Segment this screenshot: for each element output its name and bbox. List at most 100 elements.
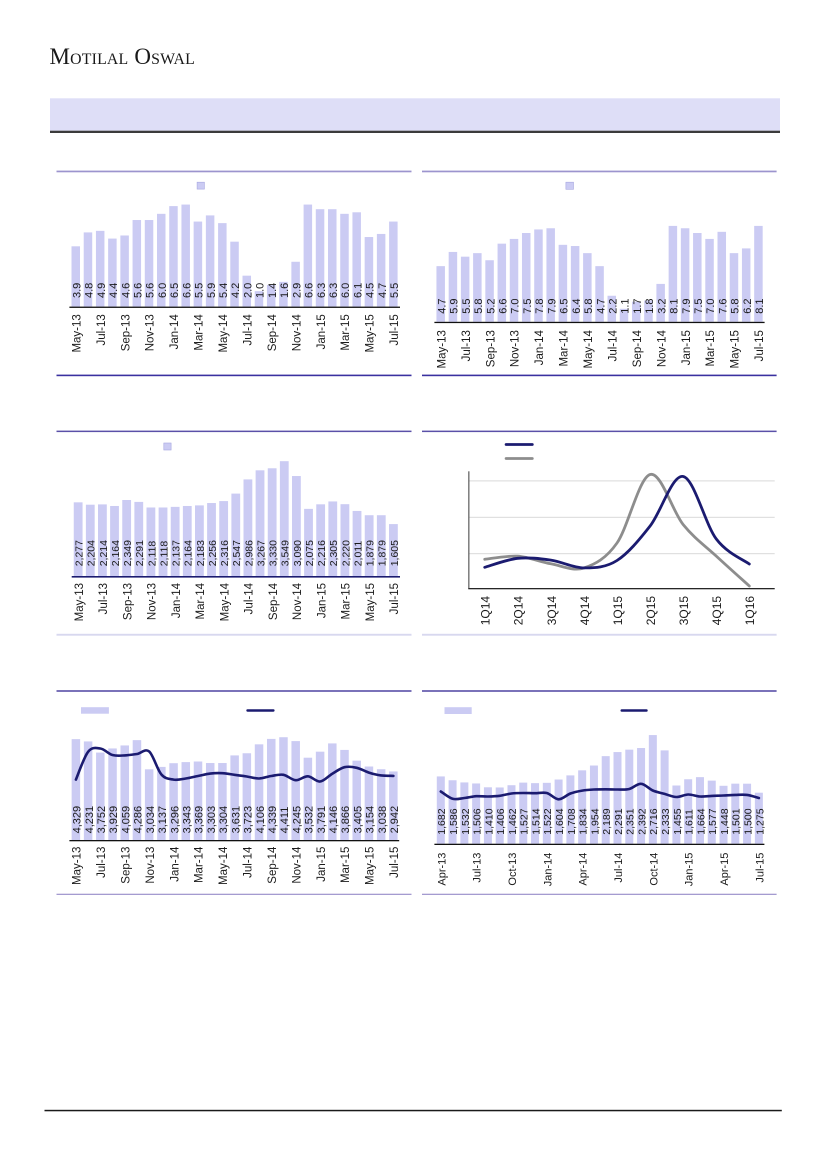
- svg-text:2,220: 2,220: [340, 540, 352, 566]
- svg-text:Nov-13: Nov-13: [145, 847, 157, 884]
- svg-text:6.0: 6.0: [340, 283, 352, 298]
- svg-text:Jan-15: Jan-15: [316, 847, 328, 882]
- svg-text:1,577: 1,577: [707, 808, 719, 834]
- svg-text:3,369: 3,369: [194, 806, 206, 834]
- svg-text:4,286: 4,286: [133, 806, 145, 834]
- svg-text:4.7: 4.7: [377, 283, 389, 298]
- svg-text:6.6: 6.6: [498, 299, 510, 314]
- svg-text:6.1: 6.1: [352, 283, 364, 298]
- svg-text:Jan-15: Jan-15: [684, 853, 696, 887]
- svg-text:3,330: 3,330: [268, 540, 280, 566]
- svg-text:8.1: 8.1: [754, 299, 766, 314]
- svg-text:1,834: 1,834: [578, 808, 590, 834]
- svg-text:5.6: 5.6: [133, 283, 145, 298]
- svg-text:2,305: 2,305: [328, 540, 340, 566]
- svg-text:2.0: 2.0: [242, 283, 254, 298]
- svg-text:3,752: 3,752: [96, 806, 108, 834]
- svg-text:7.0: 7.0: [705, 299, 717, 314]
- svg-text:1,879: 1,879: [377, 540, 389, 566]
- svg-text:7.0: 7.0: [510, 299, 522, 314]
- svg-text:Jul-13: Jul-13: [98, 583, 110, 614]
- svg-text:Apr-15: Apr-15: [719, 853, 731, 886]
- svg-text:2,392: 2,392: [636, 808, 648, 834]
- svg-text:3,090: 3,090: [292, 540, 304, 566]
- svg-text:May-15: May-15: [365, 583, 377, 621]
- svg-text:2,277: 2,277: [74, 540, 86, 566]
- svg-text:1,514: 1,514: [530, 808, 542, 834]
- svg-text:2,216: 2,216: [316, 540, 328, 566]
- svg-text:Nov-13: Nov-13: [510, 330, 522, 367]
- svg-text:2,183: 2,183: [195, 540, 207, 566]
- svg-text:Sep-14: Sep-14: [267, 314, 279, 352]
- svg-text:Jan-15: Jan-15: [681, 330, 693, 365]
- svg-text:Oct-14: Oct-14: [648, 853, 660, 886]
- svg-text:8.1: 8.1: [669, 299, 681, 314]
- svg-text:7.5: 7.5: [522, 299, 534, 314]
- svg-text:Sep-13: Sep-13: [485, 330, 497, 367]
- svg-text:Jan-15: Jan-15: [316, 314, 328, 349]
- svg-text:7.6: 7.6: [717, 299, 729, 314]
- svg-text:1.1: 1.1: [620, 299, 632, 314]
- svg-text:6.0: 6.0: [157, 283, 169, 298]
- svg-text:1,954: 1,954: [589, 808, 601, 834]
- svg-text:5.5: 5.5: [461, 299, 473, 314]
- svg-text:1,501: 1,501: [731, 808, 743, 834]
- svg-text:1,611: 1,611: [684, 809, 696, 835]
- svg-text:May-14: May-14: [583, 330, 595, 369]
- svg-text:1,527: 1,527: [519, 808, 531, 834]
- svg-text:Mar-15: Mar-15: [705, 330, 717, 366]
- svg-text:1,532: 1,532: [460, 808, 472, 834]
- svg-text:3,631: 3,631: [230, 806, 242, 834]
- svg-text:6.3: 6.3: [328, 283, 340, 298]
- svg-text:1.6: 1.6: [279, 283, 291, 298]
- svg-text:2,214: 2,214: [98, 540, 110, 566]
- svg-text:6.6: 6.6: [304, 283, 316, 298]
- svg-text:Jul-13: Jul-13: [96, 314, 108, 345]
- svg-text:4.9: 4.9: [96, 283, 108, 298]
- svg-text:3,791: 3,791: [316, 806, 328, 834]
- svg-text:Sep-13: Sep-13: [120, 847, 132, 884]
- svg-text:1,406: 1,406: [495, 808, 507, 834]
- svg-text:1,506: 1,506: [472, 808, 484, 834]
- svg-text:2Q15: 2Q15: [644, 596, 658, 626]
- svg-text:2.9: 2.9: [291, 283, 303, 298]
- svg-text:3Q15: 3Q15: [677, 596, 691, 626]
- svg-text:Oct-13: Oct-13: [507, 853, 519, 886]
- svg-text:2,986: 2,986: [243, 540, 255, 566]
- svg-text:2,316: 2,316: [219, 540, 231, 566]
- svg-text:5.9: 5.9: [206, 283, 218, 298]
- svg-text:Jan-14: Jan-14: [542, 853, 554, 887]
- svg-text:4.5: 4.5: [365, 283, 377, 298]
- svg-text:1Q16: 1Q16: [743, 596, 757, 626]
- svg-text:1.0: 1.0: [255, 283, 267, 298]
- svg-text:6.5: 6.5: [169, 283, 181, 298]
- svg-text:Nov-13: Nov-13: [145, 314, 157, 351]
- svg-text:3,154: 3,154: [365, 806, 377, 834]
- svg-text:Jul-14: Jul-14: [613, 853, 625, 883]
- svg-text:2,137: 2,137: [171, 540, 183, 566]
- svg-text:4Q15: 4Q15: [710, 596, 724, 626]
- svg-text:4Q14: 4Q14: [578, 596, 592, 626]
- svg-text:1,275: 1,275: [754, 808, 766, 834]
- svg-text:2,075: 2,075: [304, 540, 316, 566]
- svg-text:3,405: 3,405: [352, 806, 364, 834]
- svg-text:May-13: May-13: [74, 583, 86, 621]
- svg-text:6.5: 6.5: [559, 299, 571, 314]
- svg-text:1,500: 1,500: [742, 808, 754, 834]
- svg-text:Mar-15: Mar-15: [340, 314, 352, 350]
- svg-text:Nov-13: Nov-13: [147, 583, 159, 620]
- svg-text:6.6: 6.6: [181, 283, 193, 298]
- svg-text:1.8: 1.8: [644, 299, 656, 314]
- svg-text:5.5: 5.5: [389, 283, 401, 298]
- svg-text:4.6: 4.6: [120, 283, 132, 298]
- svg-text:4,411: 4,411: [279, 807, 291, 834]
- svg-text:3,866: 3,866: [340, 806, 352, 834]
- svg-text:3.2: 3.2: [656, 299, 668, 314]
- svg-text:Mar-14: Mar-14: [194, 314, 206, 351]
- svg-text:2,256: 2,256: [207, 540, 219, 566]
- svg-text:2,351: 2,351: [625, 808, 637, 834]
- svg-text:3,296: 3,296: [169, 806, 181, 834]
- svg-text:Jul-15: Jul-15: [389, 314, 401, 345]
- svg-text:4,106: 4,106: [255, 806, 267, 834]
- svg-text:3,929: 3,929: [108, 806, 120, 834]
